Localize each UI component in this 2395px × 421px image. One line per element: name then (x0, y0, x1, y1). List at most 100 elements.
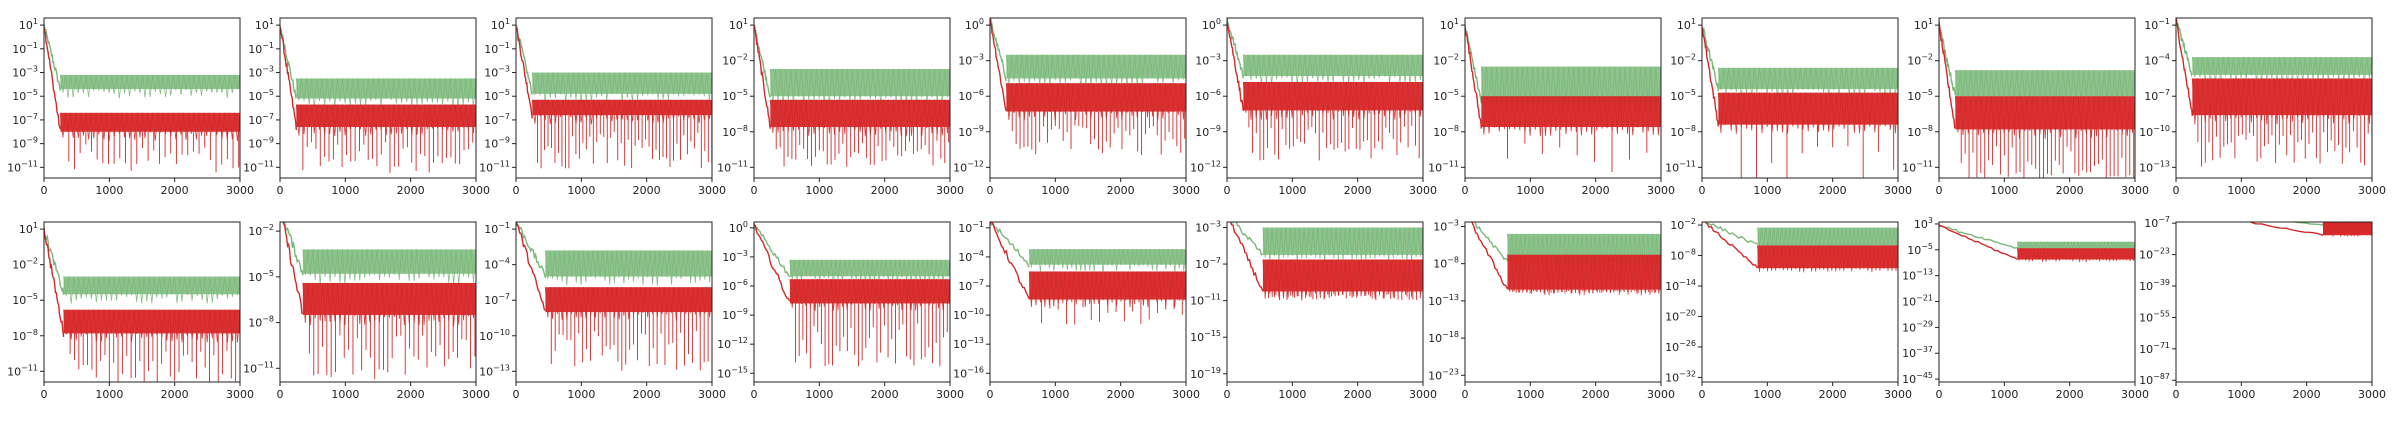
subplot-data (2176, 18, 2372, 167)
y-tick-label: 10−11 (1428, 159, 1459, 174)
x-tick-label: 2000 (871, 184, 899, 197)
series-green-line (2176, 19, 2372, 85)
y-tick-label: 101 (491, 17, 510, 32)
x-tick-label: 2000 (1107, 388, 1135, 401)
y-tick-label: 10−20 (1665, 308, 1696, 323)
x-tick-label: 2000 (2293, 388, 2321, 401)
series-decline (1230, 222, 1264, 292)
x-tick-label: 3000 (2121, 184, 2149, 197)
y-tick-label: 10−7 (958, 278, 984, 293)
subplot-r2-c10: 10−7 10−23 10−39 10−55 10−71 10−870 1000 2000 30… (2139, 215, 2386, 401)
series-red-line (44, 26, 240, 173)
y-tick-label: 10−2 (1433, 53, 1459, 68)
x-tick-label: 2000 (161, 184, 189, 197)
x-tick-label: 3000 (936, 184, 964, 197)
series-oscillation (1717, 67, 1898, 99)
series-red-line (1702, 26, 1898, 178)
axes-frame (1701, 17, 1899, 179)
subplot-data (1939, 224, 2135, 263)
series-green-line (990, 222, 1186, 273)
y-tick-label: 10−71 (2139, 341, 2170, 356)
y-tick-label: 10−11 (1665, 159, 1696, 174)
subplot-r2-c8: 10−2 10−8 10−14 10−20 10−26 10−320 1000 2000 300… (1665, 217, 1912, 401)
series-decline (1939, 21, 1956, 129)
y-tick-label: 10−11 (7, 159, 38, 174)
series-decline (1227, 22, 1244, 112)
x-tick-label: 0 (1224, 388, 1231, 401)
series-band (1243, 54, 1423, 77)
series-oscillation (1028, 249, 1186, 273)
x-tick-label: 1000 (95, 184, 123, 197)
axes-frame (989, 17, 1187, 179)
series-oscillation (1005, 83, 1186, 121)
axes-frame (43, 17, 241, 179)
series-green-line (754, 222, 950, 285)
series-decline (1704, 222, 1758, 245)
subplot-data (754, 222, 950, 369)
y-tick-label: 10−2 (1670, 53, 1696, 68)
series-oscillation (545, 250, 712, 286)
x-tick-label: 2000 (633, 388, 661, 401)
series-red-line (2241, 222, 2372, 237)
y-tick-label: 100 (729, 220, 748, 235)
y-tick-label: 10−2 (1907, 53, 1933, 68)
y-tick-label: 10−1 (248, 41, 274, 56)
y-tick-label: 10−12 (953, 159, 984, 174)
x-tick-label: 1000 (1041, 388, 1069, 401)
y-tick-label: 10−39 (2139, 278, 2170, 293)
x-tick-label: 3000 (698, 184, 726, 197)
y-tick-label: 10−5 (1907, 242, 1933, 257)
series-decline (1232, 222, 1264, 256)
y-tick-label: 103 (1914, 216, 1933, 231)
series-oscillation (531, 99, 712, 125)
series-decline (280, 26, 297, 100)
subplot-data (990, 222, 1186, 325)
series-red-line (1230, 222, 1423, 301)
x-tick-label: 2000 (2056, 388, 2084, 401)
x-tick-label: 3000 (698, 388, 726, 401)
y-tick-label: 10−8 (1433, 124, 1459, 139)
y-tick-label: 10−7 (1195, 256, 1221, 271)
x-tick-label: 0 (1224, 184, 1231, 197)
subplot-r1-c3: 101 10−1 10−3 10−5 10−7 10−9 10−110 1000 2000 300… (479, 17, 726, 197)
y-tick-label: 10−5 (12, 292, 38, 307)
y-tick-label: 10−8 (1907, 124, 1933, 139)
subplot-r1-c9: 101 10−2 10−5 10−8 10−110 1000 2000 3000 (1902, 17, 2149, 197)
x-tick-label: 1000 (95, 388, 123, 401)
series-decline (754, 24, 771, 129)
series-oscillation (1507, 254, 1661, 296)
y-tick-label: 10−9 (722, 307, 748, 322)
series-decline (2282, 222, 2324, 226)
y-tick-label: 10−3 (248, 65, 274, 80)
y-tick-label: 10−16 (953, 365, 984, 380)
x-tick-label: 3000 (1172, 184, 1200, 197)
x-tick-label: 2000 (2056, 184, 2084, 197)
x-tick-label: 1000 (1278, 388, 1306, 401)
x-tick-label: 3000 (1884, 184, 1912, 197)
y-tick-label: 10−2 (1670, 217, 1696, 232)
axes-frame (1701, 221, 1899, 383)
y-tick-label: 10−11 (7, 363, 38, 378)
x-tick-label: 3000 (1647, 388, 1675, 401)
y-tick-label: 10−7 (12, 112, 38, 127)
y-tick-label: 10−15 (1190, 329, 1221, 344)
subplot-data (516, 25, 712, 169)
y-tick-label: 10−7 (484, 292, 510, 307)
subplot-data (1230, 222, 1423, 301)
y-tick-label: 10−45 (1902, 371, 1933, 386)
x-tick-label: 0 (513, 388, 520, 401)
series-oscillation (59, 112, 240, 142)
y-tick-label: 10−3 (958, 53, 984, 68)
axes-frame (1226, 221, 1424, 383)
y-tick-label: 10−1 (2144, 17, 2170, 32)
subplot-r2-c7: 10−3 10−8 10−13 10−18 10−230 1000 2000 3000 (1428, 218, 1675, 401)
series-decline (1471, 222, 1509, 290)
series-red-line (990, 18, 1186, 156)
subplot-r2-c9: 103 10−5 10−13 10−21 10−29 10−37 10−450 1000 200… (1902, 216, 2149, 401)
y-tick-label: 10−8 (248, 315, 274, 330)
y-tick-label: 10−10 (2139, 124, 2170, 139)
x-tick-label: 1000 (331, 388, 359, 401)
y-tick-label: 10−26 (1665, 339, 1696, 354)
y-tick-label: 101 (729, 17, 748, 32)
y-tick-label: 101 (19, 221, 38, 236)
